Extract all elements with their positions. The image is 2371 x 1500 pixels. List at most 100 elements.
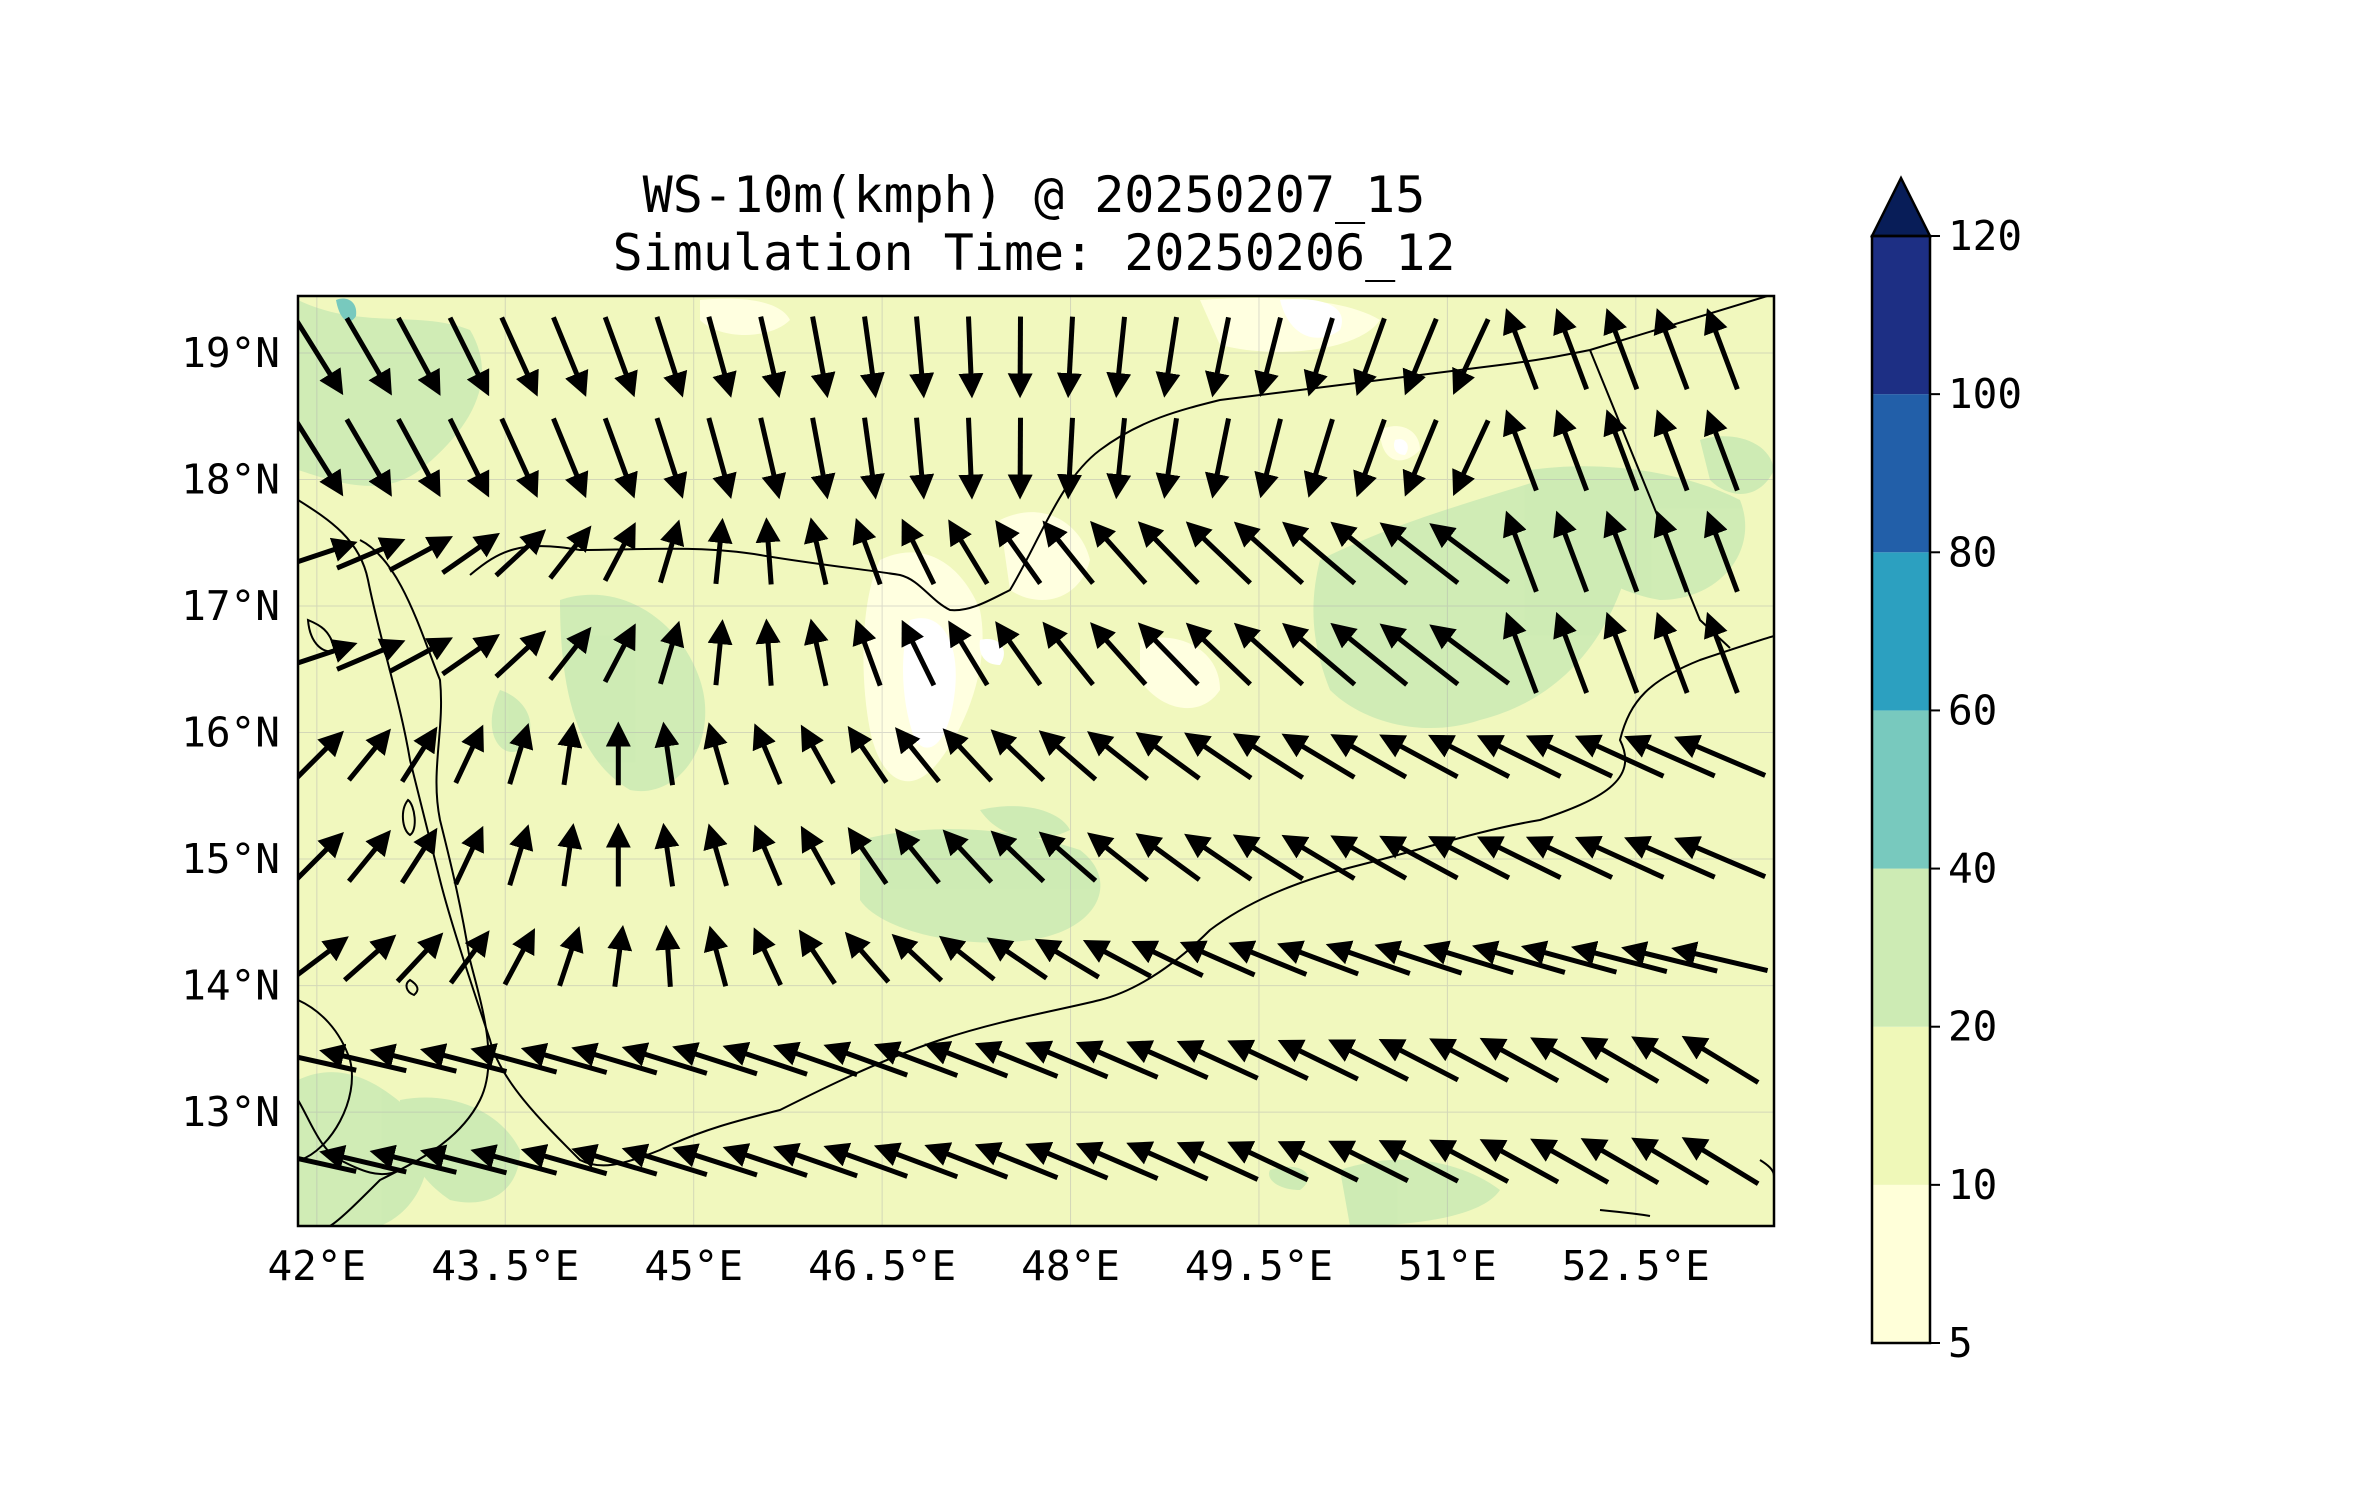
- x-tick-label: 43.5°E: [431, 1242, 579, 1290]
- wind-arrow: [860, 417, 885, 500]
- wind-arrow: [557, 721, 583, 786]
- wind-arrow: [800, 825, 836, 886]
- map-subtitle: Simulation Time: 20250206_12: [612, 224, 1456, 282]
- wind-arrow: [958, 417, 984, 500]
- wind-arrow: [1232, 733, 1305, 780]
- wind-arrow: [654, 721, 680, 786]
- wind-arrow: [1056, 417, 1082, 500]
- wind-arrow: [1126, 1141, 1209, 1182]
- wind-arrow: [703, 925, 729, 987]
- wind-arrow: [752, 824, 783, 887]
- wind-arrow: [1378, 1140, 1460, 1184]
- wind-arrow: [502, 928, 535, 986]
- wind-arrow: [974, 1040, 1059, 1079]
- colorbar-segment: [1872, 236, 1930, 395]
- wind-arrow: [507, 824, 534, 887]
- wind-arrow: [369, 1043, 457, 1074]
- y-tick-label: 17°N: [181, 582, 280, 630]
- wind-arrow: [758, 316, 787, 399]
- wind-arrow: [804, 517, 829, 586]
- wind-arrow: [1090, 622, 1148, 687]
- wind-arrow: [388, 536, 453, 573]
- wind-arrow: [672, 1042, 758, 1077]
- wind-arrow: [800, 724, 836, 785]
- wind-arrow: [499, 417, 539, 498]
- wind-arrow: [1328, 1140, 1409, 1183]
- wind-arrow: [901, 619, 937, 687]
- wind-arrow: [860, 316, 885, 399]
- wind-arrow: [551, 417, 589, 499]
- wind-arrow: [494, 630, 547, 679]
- wind-arrow: [654, 417, 688, 499]
- wind-arrow: [1056, 316, 1082, 399]
- wind-arrow: [1155, 316, 1181, 398]
- wind-arrow: [346, 728, 391, 782]
- wind-arrow: [798, 929, 837, 985]
- wind-arrow: [400, 726, 438, 783]
- wind-arrow: [1204, 316, 1231, 398]
- wind-arrow: [1135, 833, 1201, 882]
- wind-arrow: [995, 621, 1043, 687]
- wind-arrow: [1325, 940, 1411, 976]
- wind-arrow: [1330, 835, 1408, 881]
- colorbar-tick-label: 100: [1948, 370, 2022, 418]
- wind-arrow: [344, 316, 392, 396]
- wind-arrow: [396, 417, 441, 498]
- wind-arrow: [441, 634, 500, 677]
- colorbar: 5 10 20 40 60 80 100 120: [1869, 175, 2022, 1367]
- wind-arrow: [1671, 941, 1769, 973]
- wind-arrow: [1553, 611, 1589, 694]
- wind-arrow: [448, 930, 490, 985]
- colorbar-tick-label: 120: [1948, 212, 2022, 260]
- wind-arrow: [499, 316, 539, 397]
- wind-arrow: [369, 1144, 457, 1175]
- wind-arrow: [1476, 735, 1562, 779]
- wind-arrow: [1653, 308, 1690, 391]
- wind-arrow: [1379, 734, 1459, 780]
- colorbar-tick-label: 5: [1948, 1319, 1973, 1367]
- wind-arrow: [773, 1143, 858, 1179]
- wind-arrow: [1233, 521, 1305, 586]
- wind-arrow: [1126, 1040, 1209, 1081]
- wind-arrow: [1106, 417, 1132, 500]
- wind-arrow: [1233, 622, 1305, 687]
- wind-arrow: [707, 619, 733, 686]
- wind-arrow: [1429, 523, 1511, 585]
- wind-arrow: [1330, 521, 1409, 586]
- x-tick-label: 46.5°E: [808, 1242, 956, 1290]
- wind-arrow: [1603, 308, 1640, 391]
- wind-arrow: [755, 618, 781, 686]
- x-tick-label: 51°E: [1398, 1242, 1497, 1290]
- wind-arrow: [894, 828, 941, 885]
- wind-arrow: [873, 1142, 959, 1180]
- wind-arrow: [520, 1144, 608, 1177]
- wind-arrow: [298, 639, 358, 666]
- wind-arrow: [847, 725, 889, 784]
- x-tick-label: 52.5°E: [1562, 1242, 1710, 1290]
- wind-arrow: [958, 316, 984, 399]
- y-tick-label: 15°N: [181, 835, 280, 883]
- wind-arrow: [1374, 940, 1463, 976]
- wind-arrow: [672, 1143, 758, 1178]
- wind-speed-40-60-patches: [336, 298, 357, 322]
- wind-arrow: [924, 1041, 1009, 1079]
- colorbar-tick-label: 20: [1948, 1003, 1997, 1051]
- wind-arrow: [891, 933, 944, 983]
- wind-arrow: [1025, 1040, 1109, 1080]
- wind-arrow: [873, 1041, 959, 1078]
- wind-arrow: [1553, 308, 1589, 391]
- wind-arrow: [852, 619, 883, 687]
- wind-arrow: [1553, 510, 1589, 593]
- wind-arrow: [847, 827, 889, 886]
- wind-arrow: [1042, 621, 1095, 687]
- wind-arrow: [1184, 732, 1253, 781]
- wind-arrow: [1574, 835, 1665, 880]
- wind-arrow: [1452, 419, 1491, 497]
- wind-arrow: [1184, 833, 1253, 882]
- wind-arrow: [342, 934, 397, 982]
- y-tick-label: 14°N: [181, 962, 280, 1010]
- wind-arrow: [1281, 733, 1356, 780]
- x-tick-label: 45°E: [644, 1242, 743, 1290]
- wind-arrow: [1378, 1038, 1460, 1083]
- wind-arrow: [1353, 317, 1387, 396]
